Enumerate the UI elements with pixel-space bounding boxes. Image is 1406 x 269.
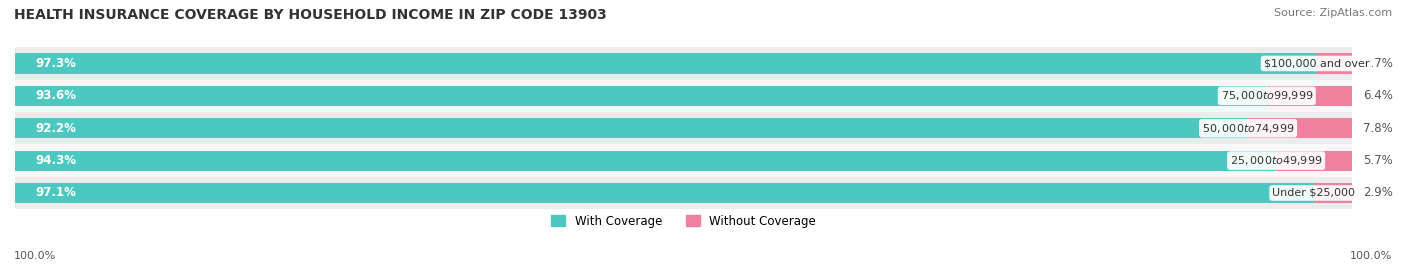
Text: $100,000 and over: $100,000 and over [1264, 58, 1369, 69]
Bar [15, 151, 1277, 171]
Bar [15, 112, 1353, 144]
Text: Source: ZipAtlas.com: Source: ZipAtlas.com [1274, 8, 1392, 18]
Text: 5.7%: 5.7% [1362, 154, 1393, 167]
Text: 2.9%: 2.9% [1362, 186, 1393, 200]
Text: 97.3%: 97.3% [35, 57, 76, 70]
Text: 2.7%: 2.7% [1362, 57, 1393, 70]
Text: 6.4%: 6.4% [1362, 89, 1393, 102]
Bar [15, 183, 1313, 203]
Text: 93.6%: 93.6% [35, 89, 76, 102]
Text: HEALTH INSURANCE COVERAGE BY HOUSEHOLD INCOME IN ZIP CODE 13903: HEALTH INSURANCE COVERAGE BY HOUSEHOLD I… [14, 8, 607, 22]
Text: 92.2%: 92.2% [35, 122, 76, 135]
Bar [15, 54, 1316, 73]
Text: 100.0%: 100.0% [1350, 251, 1392, 261]
Text: 97.1%: 97.1% [35, 186, 76, 200]
Bar [15, 144, 1353, 177]
Bar [1277, 151, 1353, 171]
Text: $25,000 to $49,999: $25,000 to $49,999 [1230, 154, 1323, 167]
Legend: With Coverage, Without Coverage: With Coverage, Without Coverage [547, 210, 821, 232]
Text: $50,000 to $74,999: $50,000 to $74,999 [1202, 122, 1295, 135]
Bar [15, 86, 1267, 106]
Bar [15, 80, 1353, 112]
Text: Under $25,000: Under $25,000 [1272, 188, 1355, 198]
Text: $75,000 to $99,999: $75,000 to $99,999 [1220, 89, 1313, 102]
Text: 7.8%: 7.8% [1362, 122, 1393, 135]
Text: 100.0%: 100.0% [14, 251, 56, 261]
Bar [15, 47, 1353, 80]
Bar [15, 177, 1353, 209]
Text: 94.3%: 94.3% [35, 154, 76, 167]
Bar [1313, 183, 1353, 203]
Bar [15, 118, 1249, 138]
Bar [1316, 54, 1353, 73]
Bar [1249, 118, 1353, 138]
Bar [1267, 86, 1353, 106]
